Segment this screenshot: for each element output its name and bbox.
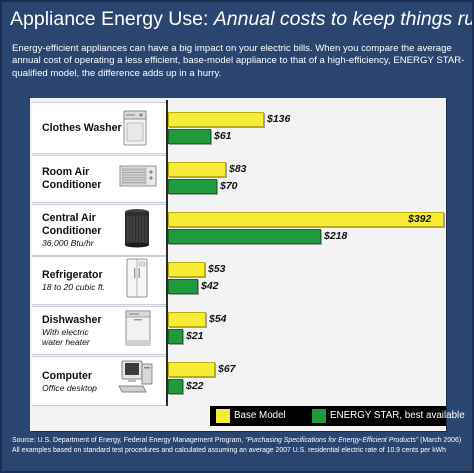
page-title: Appliance Energy Use: Annual costs to ke…: [10, 6, 472, 32]
legend-label-star: ENERGY STAR, best available: [330, 410, 465, 421]
source-line-2: All examples based on standard test proc…: [12, 446, 446, 454]
bar-label-energy-star: $61: [214, 130, 232, 142]
category-label: Computer: [42, 370, 93, 382]
category-subtitle: Office desktop: [42, 383, 97, 393]
bar-energy-star: [168, 379, 183, 394]
category-subtitle: 18 to 20 cubic ft.: [42, 282, 106, 292]
bar-label-energy-star: $70: [220, 180, 238, 192]
dishwasher-icon: [125, 310, 151, 346]
intro-text: Energy-efficient appliances can have a b…: [12, 43, 465, 79]
source-title: “Purchasing Specifications for Energy-Ef…: [245, 437, 419, 444]
category-row: Room Air Conditioner: [32, 155, 166, 203]
bar-label-energy-star: $22: [186, 380, 204, 392]
bar-label-base-model: $53: [208, 263, 226, 275]
bar-energy-star: [168, 229, 321, 244]
bar-label-base-model: $136: [267, 113, 291, 125]
bar-label-base-model: $54: [209, 313, 227, 325]
source-suffix: (March 2006): [418, 437, 462, 444]
bar-label-energy-star: $21: [186, 330, 204, 342]
bar-base-model: [168, 112, 264, 127]
bar-base-model: [168, 262, 205, 277]
window-air-conditioner-icon: [119, 165, 157, 187]
bar-label-base-model: $83: [229, 163, 247, 175]
bar-label-energy-star: $218: [324, 230, 348, 242]
desktop-computer-icon: [118, 360, 154, 394]
category-label: Room Air Conditioner: [42, 166, 102, 191]
bar-base-model: [168, 212, 444, 227]
category-label: Clothes Washer: [42, 122, 122, 134]
washing-machine-icon: [123, 110, 147, 146]
title-main: Appliance Energy Use:: [10, 8, 209, 30]
bar-base-model: [168, 362, 215, 377]
category-subtitle: 36,000 Btu/hr: [42, 238, 94, 248]
bar-energy-star: [168, 279, 198, 294]
source-prefix: Source: U.S. Department of Energy, Feder…: [12, 437, 246, 444]
bar-base-model: [168, 162, 226, 177]
bar-label-energy-star: $42: [201, 280, 219, 292]
legend-swatch-base: [216, 409, 230, 423]
central-air-conditioner-icon: [124, 208, 150, 248]
source-line-1: Source: U.S. Department of Energy, Feder…: [12, 436, 468, 446]
bar-energy-star: [168, 129, 211, 144]
legend: Base Model ENERGY STAR, best available: [210, 406, 465, 426]
title-italic: Annual costs to keep things running: [213, 8, 474, 30]
bar-label-base-model: $392: [408, 213, 432, 225]
legend-label-base: Base Model: [234, 410, 286, 421]
legend-swatch-star: [312, 409, 326, 423]
source-note: Source: U.S. Department of Energy, Feder…: [12, 436, 468, 455]
category-subtitle: With electric water heater: [42, 327, 90, 347]
category-label: Central Air Conditioner: [42, 212, 102, 237]
category-axis-line: [166, 100, 168, 406]
bar-label-base-model: $67: [218, 363, 236, 375]
category-label: Refrigerator: [42, 269, 103, 281]
bar-base-model: [168, 312, 206, 327]
bar-energy-star: [168, 329, 183, 344]
refrigerator-icon: [126, 258, 148, 298]
category-label: Dishwasher: [42, 314, 102, 326]
bar-energy-star: [168, 179, 217, 194]
